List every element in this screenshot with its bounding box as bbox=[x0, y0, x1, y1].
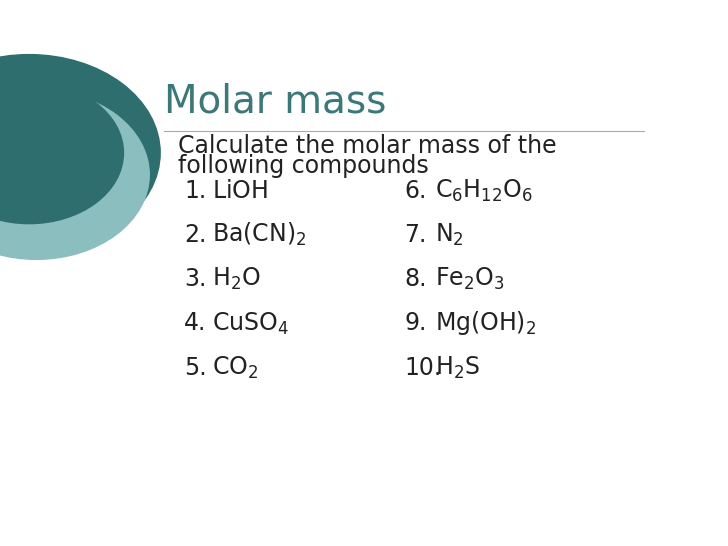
Text: 8.: 8. bbox=[404, 267, 427, 291]
Text: $\mathregular{Mg(OH)_{2}}$: $\mathregular{Mg(OH)_{2}}$ bbox=[435, 310, 537, 337]
Text: $\mathregular{H_{2}O}$: $\mathregular{H_{2}O}$ bbox=[213, 266, 261, 293]
Text: $\mathregular{H_{2}S}$: $\mathregular{H_{2}S}$ bbox=[435, 354, 480, 381]
Text: $\mathregular{C_{6}H_{12}O_{6}}$: $\mathregular{C_{6}H_{12}O_{6}}$ bbox=[435, 178, 533, 204]
Text: 3.: 3. bbox=[184, 267, 207, 291]
Text: $\mathregular{Ba(CN)_{2}}$: $\mathregular{Ba(CN)_{2}}$ bbox=[213, 221, 306, 248]
Text: 2.: 2. bbox=[184, 223, 207, 247]
Text: 7.: 7. bbox=[404, 223, 427, 247]
Text: $\mathregular{Fe_{2}O_{3}}$: $\mathregular{Fe_{2}O_{3}}$ bbox=[435, 266, 505, 293]
Text: 1.: 1. bbox=[184, 179, 206, 203]
Text: $\mathregular{CuSO_{4}}$: $\mathregular{CuSO_{4}}$ bbox=[213, 310, 289, 336]
Text: 9.: 9. bbox=[404, 311, 427, 335]
Text: 10.: 10. bbox=[404, 355, 441, 379]
Text: 6.: 6. bbox=[404, 179, 427, 203]
Text: $\mathregular{CO_{2}}$: $\mathregular{CO_{2}}$ bbox=[213, 354, 258, 381]
Text: Calculate the molar mass of the: Calculate the molar mass of the bbox=[178, 134, 557, 158]
Text: Molar mass: Molar mass bbox=[165, 82, 387, 120]
Text: following compounds: following compounds bbox=[178, 154, 430, 178]
Text: $\mathregular{LiOH}$: $\mathregular{LiOH}$ bbox=[213, 179, 268, 203]
Text: 4.: 4. bbox=[184, 311, 207, 335]
Text: $\mathregular{N_{2}}$: $\mathregular{N_{2}}$ bbox=[435, 222, 464, 248]
Text: 5.: 5. bbox=[184, 355, 207, 379]
